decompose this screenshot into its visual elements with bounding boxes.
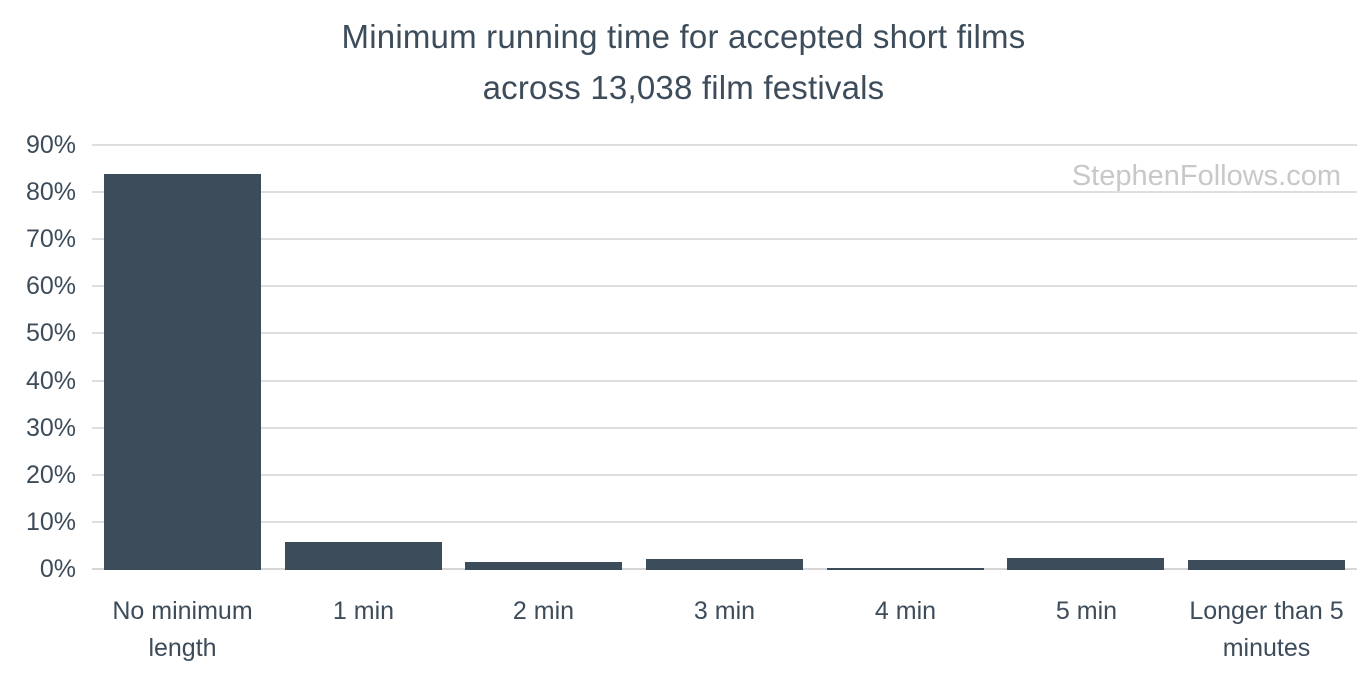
bar: [646, 559, 803, 570]
x-tick-label: 4 min: [874, 597, 937, 625]
y-tick-label: 70%: [25, 225, 76, 254]
bar: [1007, 558, 1164, 570]
plot-area: [92, 144, 1357, 570]
y-tick-label: 30%: [25, 413, 76, 442]
chart-title-line1: Minimum running time for accepted short …: [341, 18, 1026, 55]
y-tick-label: 10%: [25, 507, 76, 536]
y-tick-label: 90%: [25, 131, 76, 159]
gridline: [92, 520, 1357, 523]
gridline: [92, 285, 1357, 288]
gridline: [92, 191, 1357, 194]
y-tick-label: 80%: [25, 178, 76, 207]
bar: [1188, 560, 1345, 570]
watermark-text: StephenFollows.com: [1071, 160, 1341, 192]
chart-title: Minimum running time for accepted short …: [0, 11, 1367, 113]
gridline: [92, 379, 1357, 382]
bar: [827, 568, 984, 570]
x-tick-label: 2 min: [512, 597, 575, 625]
chart-title-line2: across 13,038 film festivals: [482, 69, 885, 106]
x-tick-label: No minimum length: [112, 597, 253, 662]
gridline: [92, 332, 1357, 335]
y-tick-label: 0%: [39, 555, 76, 583]
x-tick-label: 3 min: [693, 597, 756, 625]
y-tick-label: 40%: [25, 366, 76, 395]
x-tick-label: Longer than 5 minutes: [1189, 597, 1344, 662]
bar: [104, 174, 261, 570]
gridline: [92, 144, 1357, 146]
gridline: [92, 426, 1357, 429]
bar: [465, 562, 622, 570]
y-tick-label: 20%: [25, 460, 76, 489]
bar: [285, 542, 442, 570]
x-tick-label: 5 min: [1055, 597, 1118, 625]
gridline: [92, 238, 1357, 241]
y-tick-label: 60%: [25, 272, 76, 301]
x-tick-label: 1 min: [332, 597, 395, 625]
gridline: [92, 473, 1357, 476]
y-tick-label: 50%: [25, 319, 76, 348]
